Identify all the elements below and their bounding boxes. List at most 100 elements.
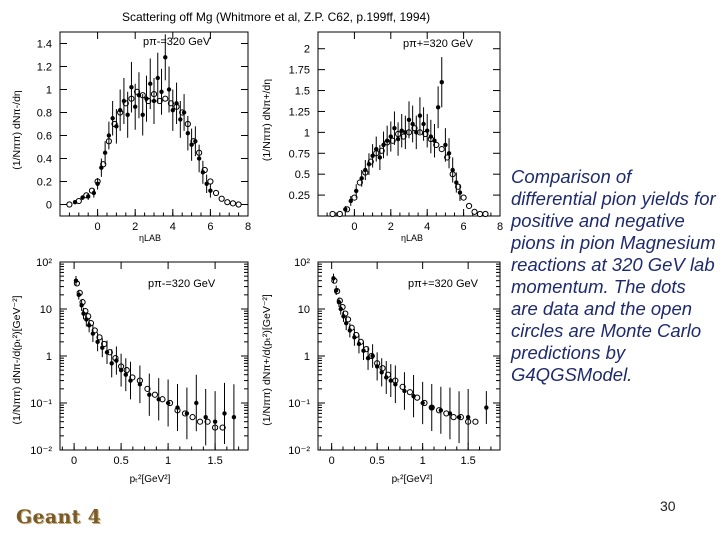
data-point [125,112,130,118]
mc-point [476,210,484,218]
y-axis-label: (1/Nππ) dNπ-/dη [11,90,23,170]
mc-point [336,210,343,218]
data-point [159,89,164,95]
data-point [118,367,124,373]
y-tick-label: 1 [304,127,310,139]
x-tick-label: 1.5 [461,455,476,467]
data-point [99,165,104,170]
data-point [144,96,149,101]
data-point [341,314,346,319]
y-tick-label: 1 [304,351,310,363]
mc-point [460,194,467,201]
data-point [72,200,78,205]
data-point [136,93,142,98]
x-tick-label: 0.5 [370,455,385,467]
data-point [377,155,383,160]
data-point [359,176,364,181]
data-point [438,408,444,413]
legend-label: pπ-=320 GeV [148,278,216,290]
data-point [84,317,89,322]
data-point [109,361,114,366]
x-tick-label: 0 [329,455,335,467]
data-point [457,190,463,195]
data-point [331,276,336,281]
y-tick-label: 10² [36,257,52,269]
data-point [222,411,227,416]
mc-point [411,125,418,132]
x-tick-label: 4 [424,221,430,233]
mc-point [156,97,163,105]
data-point [231,414,237,420]
data-point [73,278,79,283]
mc-point [212,189,220,197]
data-point [128,378,133,383]
data-point [174,101,179,106]
mc-point [389,137,396,144]
data-point [79,303,84,308]
data-point [184,411,190,416]
data-point [91,190,97,196]
y-tick-label: 10 [40,304,52,316]
data-point [363,167,368,173]
data-point [450,167,455,173]
data-point [370,353,375,359]
mc-point [444,154,451,161]
y-axis-label: (1/Nππ) dNπ-/d(pₜ²)[GeV⁻²] [11,295,23,424]
x-tick-label: 4 [170,221,176,233]
data-point [439,79,444,85]
data-point [151,98,157,104]
data-point [95,339,100,345]
mc-point [399,383,406,391]
data-point [76,292,82,298]
mc-point [66,201,73,208]
data-point [334,288,339,293]
y-axis-label: (1/Nππ) dNπ+/d(pₜ²)[GeV⁻²] [261,294,273,426]
data-point [336,299,342,305]
mc-point [167,100,175,107]
mc-point [162,95,169,102]
data-point [194,400,199,406]
y-tick-label: 10⁻¹ [288,398,310,410]
plot-eta-pi-plus: (1/Nππ) dNπ+/dη ηLAB pπ+=320 GeV 0 2 4 6 8 0.… [261,31,503,243]
data-point [148,81,153,86]
plot-frame [59,261,249,451]
y-tick-label: 2 [304,44,310,56]
data-point [370,153,375,158]
y-tick-label: 0.5 [295,169,310,181]
y-tick-label: 10 [298,304,310,316]
legend-label: pπ+=320 GeV [403,38,474,50]
mc-point [400,133,407,140]
mc-point [472,418,479,425]
x-tick-label: 0.5 [113,455,128,467]
data-point [344,320,349,326]
mc-point [482,210,489,218]
data-point [156,397,161,402]
mc-point [438,145,445,153]
data-point [365,355,371,361]
data-point [123,372,128,377]
mc-point [189,414,196,421]
data-point [384,375,389,380]
data-point [133,104,138,109]
x-tick-label: 8 [245,221,251,233]
mc-point [455,183,462,190]
data-point [181,110,187,115]
y-tick-label: 10⁻¹ [30,398,52,410]
x-tick-label: 2 [388,221,394,233]
data-point [465,414,471,420]
data-point [384,138,390,143]
data-point [354,188,359,194]
plot-pt-pi-minus: (1/Nππ) dNπ-/d(pₜ²)[GeV⁻²] pₜ²[GeV²] pπ-… [11,257,249,485]
data-point [175,405,180,410]
data-point [166,87,172,92]
data-point [484,405,489,410]
data-point [110,116,115,121]
x-tick-label: 0 [351,221,357,233]
y-tick-label: 0.75 [289,148,310,160]
x-tick-label: 2 [132,221,138,233]
data-point [170,108,175,113]
data-point [347,328,353,333]
data-point [361,348,366,353]
y-tick-label: 1 [46,351,52,363]
data-point [366,161,372,167]
